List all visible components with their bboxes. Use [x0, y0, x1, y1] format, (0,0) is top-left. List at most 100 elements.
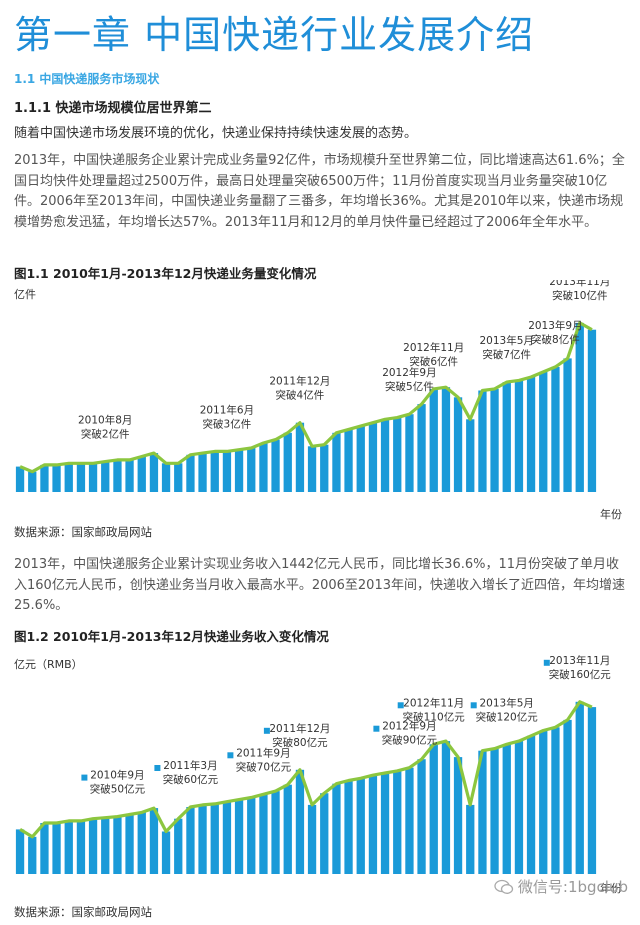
chart-1-bar-27: [344, 429, 353, 492]
chart-1-bar-12: [161, 463, 171, 492]
chart-2-annotation-5-line-0: 2012年11月: [403, 696, 464, 709]
chart-1-annotation-1-line-1: 突破3亿件: [203, 417, 252, 430]
chart-1-ylabel: 亿件: [14, 288, 36, 301]
chart-1-annotation-7-line-1: 突破10亿件: [552, 289, 607, 302]
figure-2-source: 数据来源：国家邮政局网站: [14, 905, 152, 919]
chart-2-bar-31: [393, 770, 402, 874]
chart-2-bar-6: [88, 818, 98, 874]
chart-1-bar-41: [514, 380, 524, 492]
chart-1-bar-1: [28, 471, 37, 492]
chart-2-bar-25: [320, 793, 329, 874]
chart-1-annotation-2-line-0: 2011年12月: [269, 375, 330, 388]
chart-2-bar-18: [234, 799, 244, 874]
chart-1-bar-6: [88, 463, 98, 492]
chart-1-bar-4: [64, 463, 73, 492]
chart-1-bar-21: [271, 439, 280, 492]
chart-1-bar-26: [332, 432, 341, 492]
chart-2-bar-19: [247, 797, 256, 874]
chart-1-annotation-3-line-0: 2012年9月: [382, 366, 436, 379]
chart-2-bar-28: [356, 778, 365, 874]
chart-1-annotation-5-line-1: 突破7亿件: [482, 348, 531, 361]
chart-2-bar-36: [453, 757, 463, 874]
chart-2-bar-42: [526, 735, 536, 874]
chart-1-annotation-4-line-1: 突破6亿件: [409, 355, 458, 368]
chart-2-annotation-marker-1: [154, 765, 161, 771]
chart-1-xlabel: 年份: [600, 507, 622, 520]
chart-2-bar-37: [466, 804, 475, 874]
figure-1-title: 图1.1 2010年1月-2013年12月快递业务量变化情况: [14, 266, 317, 281]
chart-2-annotation-1-line-1: 突破60亿元: [163, 773, 219, 786]
chart-1-bar-14: [186, 454, 195, 492]
section-heading: 1.1 中国快递服务市场现状: [14, 72, 160, 86]
chart-2-annotation-2-line-1: 突破70亿元: [236, 760, 292, 773]
chart-1-bar-5: [76, 463, 86, 492]
chart-1-bar-7: [101, 461, 110, 492]
figure-2-title: 图1.2 2010年1月-2013年12月快递业务收入变化情况: [14, 629, 329, 644]
chart-2-trend-line: [19, 700, 593, 839]
chart-2-bar-13: [174, 818, 183, 874]
chart-2-annotation-marker-3: [263, 727, 270, 734]
chart-2-annotation-4-line-0: 2012年9月: [382, 720, 436, 733]
chart-2-annotation-0-line-0: 2010年9月: [90, 769, 144, 782]
chart-1-annotation-6-line-0: 2013年9月: [528, 319, 582, 332]
chart-2-bar-45: [563, 719, 572, 874]
chart-2-bar-3: [52, 823, 61, 874]
chart-2-bar-47: [587, 707, 597, 874]
chart-2-bar-8: [113, 816, 122, 874]
chart-2-bar-21: [271, 791, 280, 874]
chart-2-annotation-7-line-1: 突破160亿元: [549, 668, 612, 681]
chart-2-annotation-marker-5: [397, 702, 404, 709]
chart-2-bar-15: [198, 804, 207, 874]
chart-2-annotation-6-line-0: 2013年5月: [479, 696, 533, 709]
chart-1-bar-0: [15, 466, 25, 492]
chart-2-annotation-5-line-1: 突破110亿元: [403, 710, 466, 723]
chart-2-bar-27: [344, 780, 353, 874]
revenue-paragraph: 2013年，中国快递服务企业累计实现业务收入1442亿元人民币，同比增长36.6…: [14, 557, 625, 613]
chart-2-bar-0: [15, 829, 25, 874]
chart-1-bar-17: [222, 451, 232, 492]
chart-2-bar-14: [186, 807, 195, 874]
chart-1-bar-19: [247, 448, 256, 492]
chart-2-ylabel: 亿元（RMB）: [14, 658, 83, 671]
chart-1-annotation-0-line-1: 突破2亿件: [81, 428, 130, 441]
chart-1-bar-45: [563, 358, 572, 492]
chart-1-bar-3: [52, 464, 61, 492]
chart-2-bar-35: [441, 741, 451, 874]
chart-2-annotation-7-line-0: 2013年11月: [549, 654, 610, 667]
chart-1-bar-33: [417, 404, 426, 492]
chart-1-bar-35: [441, 387, 451, 492]
chart-1-bar-47: [587, 329, 597, 492]
chart-2-annotation-marker-4: [373, 725, 380, 732]
chart-2-annotation-3-line-0: 2011年12月: [269, 722, 330, 735]
chart-1-bar-36: [453, 397, 463, 492]
chart-2-bar-23: [295, 769, 305, 874]
chart-1-bar-9: [125, 459, 134, 492]
chart-2-bar-44: [551, 727, 560, 874]
intro-paragraph: 随着中国快递市场发展环境的优化，快递业保持持续快速发展的态势。: [14, 126, 418, 141]
chart-1-annotation-4-line-0: 2012年11月: [403, 341, 464, 354]
chart-2-bar-29: [368, 775, 378, 874]
chart-2-bar-39: [490, 748, 499, 874]
wechat-watermark: 微信号:1bgclub: [494, 876, 628, 897]
chart-1-bar-37: [466, 419, 475, 492]
chart-2-bar-22: [283, 784, 292, 874]
chart-2-annotation-4-line-1: 突破90亿元: [382, 734, 438, 747]
chart-1-annotation-3-line-1: 突破5亿件: [385, 380, 434, 393]
chart-2-bar-33: [417, 759, 426, 874]
chart-2-bar-17: [222, 801, 232, 874]
chart-1-bar-32: [405, 414, 414, 492]
chart-2-bar-9: [125, 814, 134, 874]
chart-2-bar-11: [149, 808, 159, 874]
chart-1-bar-16: [210, 451, 219, 492]
chart-1-bar-13: [174, 463, 183, 492]
chart-2-bar-46: [575, 701, 584, 874]
chart-1-bar-15: [198, 453, 207, 492]
chart-1-bar-28: [356, 426, 365, 492]
chart-2-bar-1: [28, 836, 37, 874]
chart-2-bar-5: [76, 820, 86, 874]
volume-bar-chart: 亿件 年份 2010年8月突破2亿件2011年6月突破3亿件2011年12月突破…: [14, 280, 622, 520]
chart-1-annotation-1-line-0: 2011年6月: [200, 403, 254, 416]
chart-2-annotation-marker-2: [227, 752, 234, 759]
subsection-heading: 1.1.1 快递市场规模位居世界第二: [14, 101, 212, 116]
